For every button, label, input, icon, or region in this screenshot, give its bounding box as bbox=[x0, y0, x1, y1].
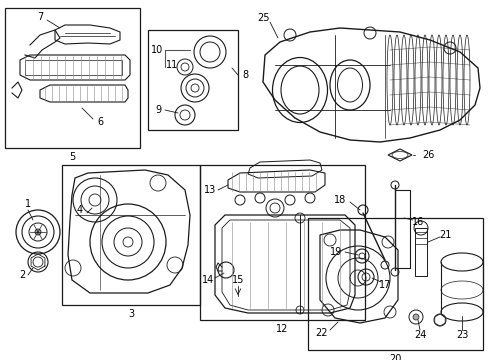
Text: 25: 25 bbox=[256, 13, 269, 23]
Text: 15: 15 bbox=[231, 275, 244, 285]
Text: 2: 2 bbox=[19, 270, 25, 280]
Text: 8: 8 bbox=[242, 70, 247, 80]
Text: 16: 16 bbox=[411, 217, 423, 227]
Text: 6: 6 bbox=[97, 117, 103, 127]
Circle shape bbox=[35, 229, 41, 235]
Bar bbox=[148, 30, 238, 130]
Text: 12: 12 bbox=[276, 324, 288, 334]
Text: 9: 9 bbox=[155, 105, 161, 115]
Text: 26: 26 bbox=[421, 150, 433, 160]
Bar bbox=[5, 8, 140, 148]
Text: 1: 1 bbox=[25, 199, 31, 209]
Bar bbox=[62, 165, 200, 305]
Text: 4: 4 bbox=[77, 205, 83, 215]
Text: 21: 21 bbox=[438, 230, 450, 240]
Bar bbox=[414, 228, 426, 276]
Text: 18: 18 bbox=[333, 195, 346, 205]
Bar bbox=[307, 218, 482, 350]
Text: 22: 22 bbox=[315, 328, 327, 338]
Text: 14: 14 bbox=[202, 275, 214, 285]
Text: 5: 5 bbox=[69, 152, 76, 162]
Text: 19: 19 bbox=[329, 247, 342, 257]
Text: 3: 3 bbox=[128, 309, 134, 319]
Text: 17: 17 bbox=[378, 280, 390, 290]
Circle shape bbox=[412, 314, 418, 320]
Bar bbox=[200, 165, 364, 320]
Text: 13: 13 bbox=[203, 185, 216, 195]
Text: 23: 23 bbox=[455, 330, 467, 340]
Text: 24: 24 bbox=[413, 330, 426, 340]
Text: 10: 10 bbox=[151, 45, 163, 55]
Text: 7: 7 bbox=[37, 12, 43, 22]
Text: 11: 11 bbox=[165, 60, 178, 70]
Text: 20: 20 bbox=[388, 354, 401, 360]
